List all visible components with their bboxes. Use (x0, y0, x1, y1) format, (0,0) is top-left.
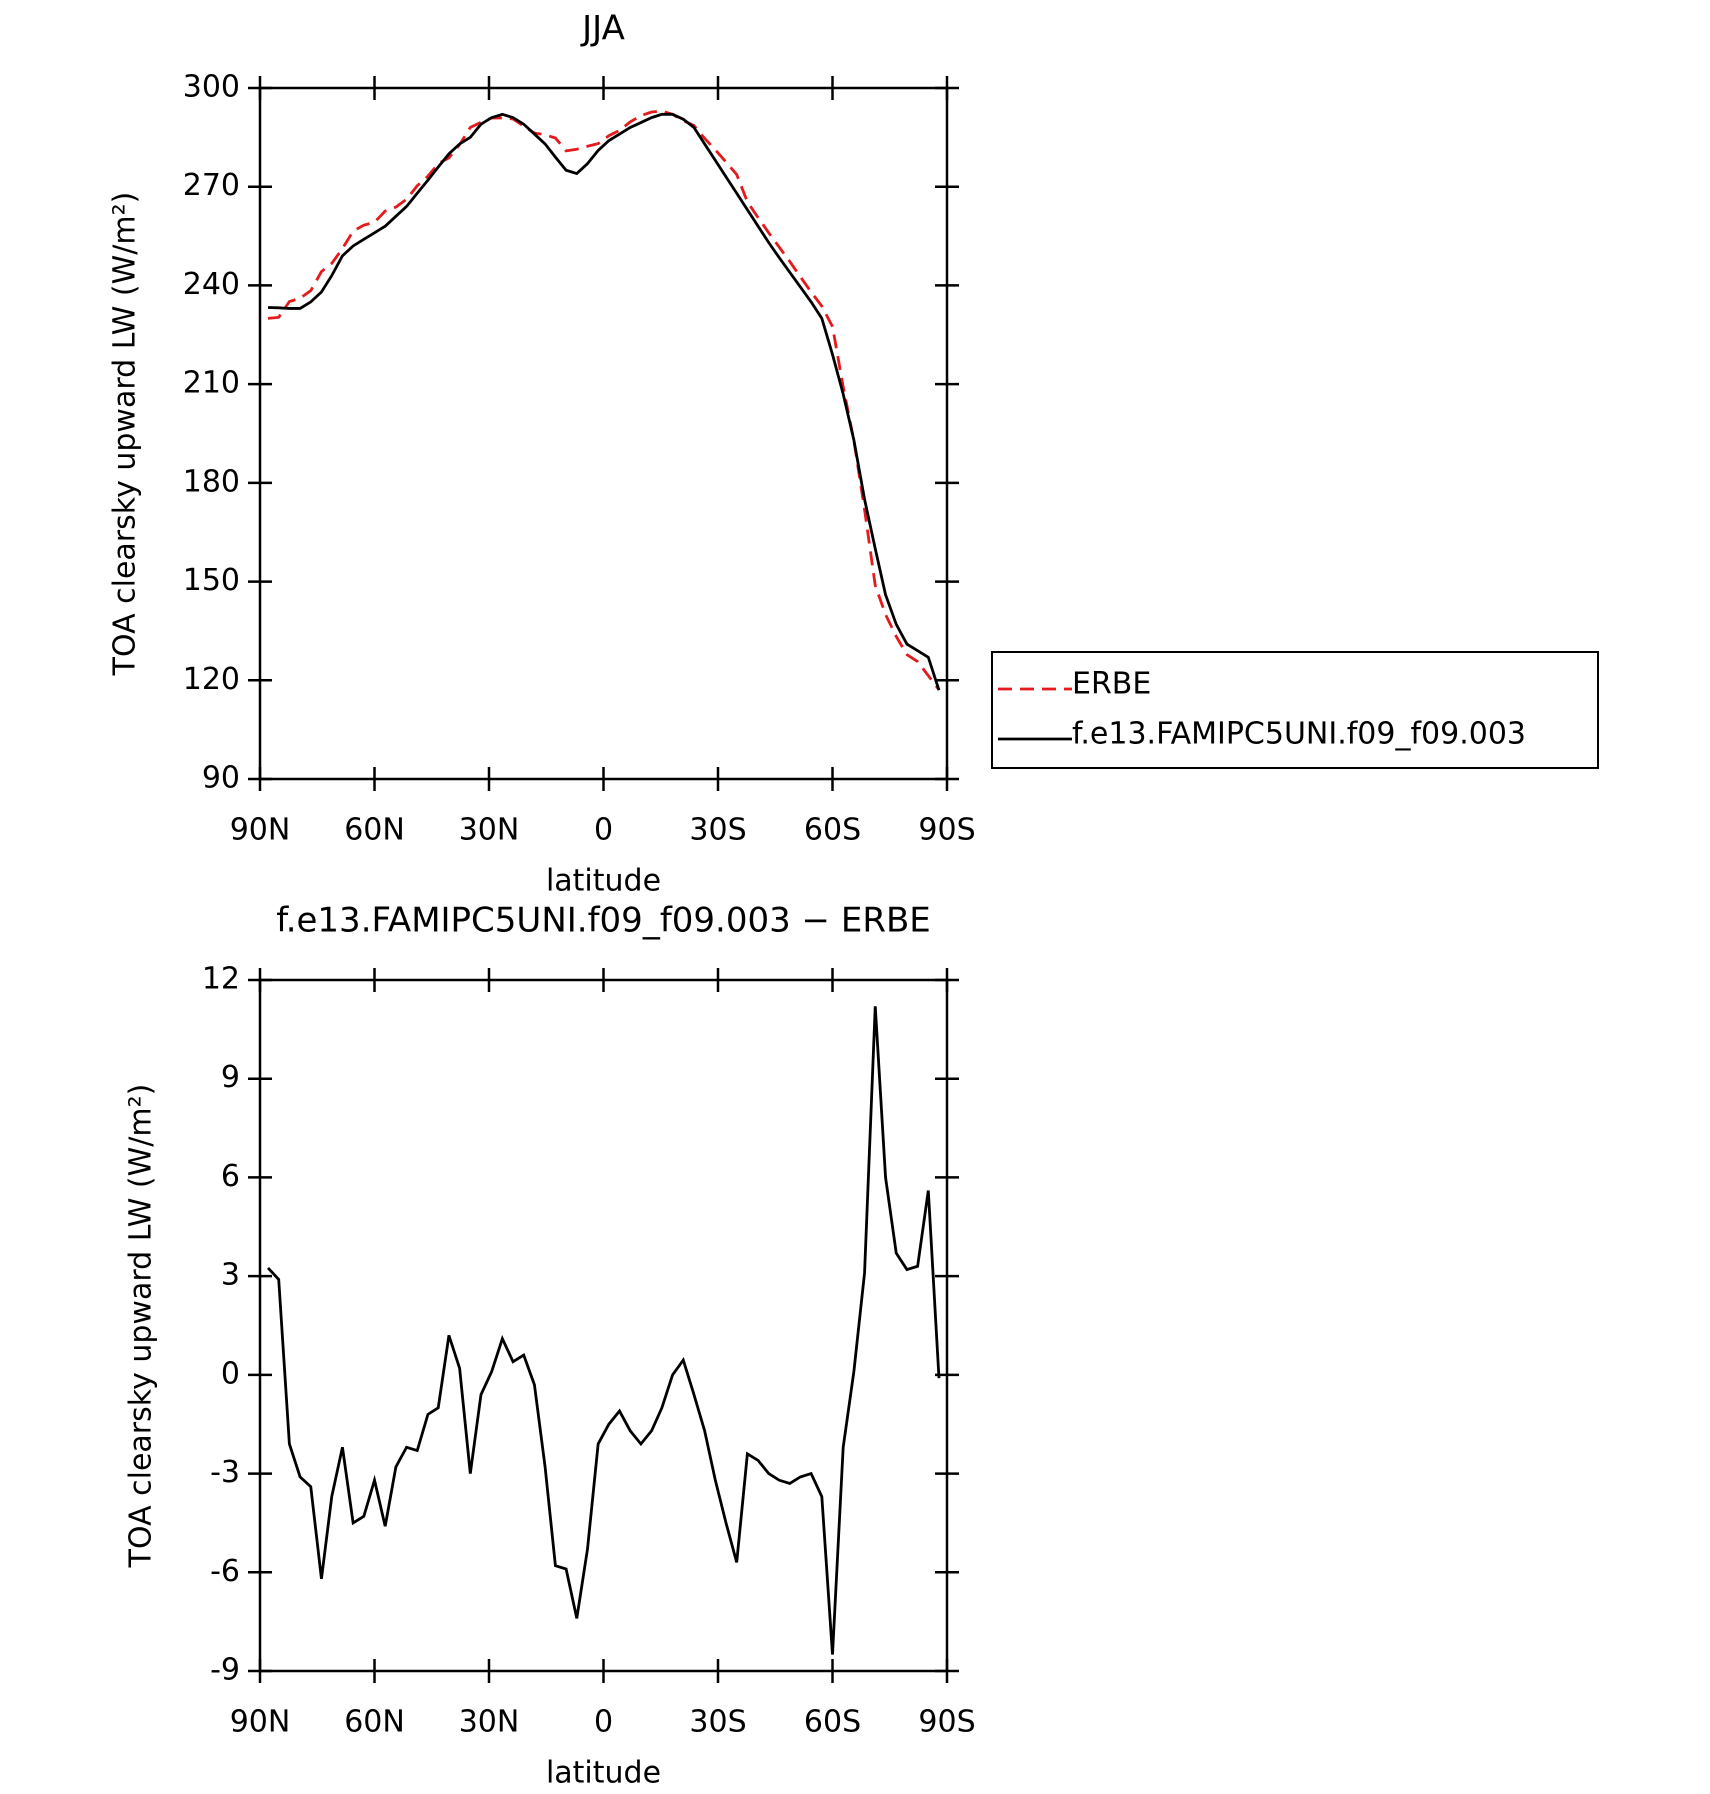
x-tick-label: 60N (344, 1705, 405, 1740)
legend-box (991, 651, 1599, 769)
y-tick-label: 180 (183, 464, 240, 499)
x-tick-label: 90N (230, 1705, 291, 1740)
y-tick-label: 3 (221, 1258, 240, 1293)
y-tick-label: 90 (202, 761, 240, 796)
chart-title: JJA (580, 9, 625, 49)
x-tick-label: 90S (918, 813, 975, 848)
x-tick-label: 60S (804, 813, 861, 848)
y-tick-label: 270 (183, 168, 240, 203)
y-tick-label: 0 (221, 1356, 240, 1391)
x-tick-label: 30S (689, 1705, 746, 1740)
x-axis-label: latitude (546, 1756, 661, 1791)
x-tick-label: 60N (344, 813, 405, 848)
x-tick-label: 30N (459, 813, 520, 848)
y-tick-label: 120 (183, 662, 240, 697)
y-tick-label: 9 (221, 1060, 240, 1095)
data-line (266, 1006, 941, 1655)
data-line (267, 109, 941, 691)
x-tick-label: 30S (689, 813, 746, 848)
plot-frame (258, 86, 949, 781)
y-tick-label: -9 (210, 1653, 240, 1688)
x-tick-label: 60S (804, 1705, 861, 1740)
legend-label: f.e13.FAMIPC5UNI.f09_f09.003 (1072, 717, 1526, 752)
y-tick-label: 6 (221, 1159, 240, 1194)
data-line (267, 112, 941, 691)
legend-label: ERBE (1072, 667, 1151, 702)
y-axis-label: TOA clearsky upward LW (W/m²) (108, 192, 143, 677)
y-axis-label: TOA clearsky upward LW (W/m²) (124, 1084, 159, 1569)
y-tick-label: -6 (210, 1554, 240, 1589)
x-tick-label: 0 (594, 813, 613, 848)
y-tick-label: 240 (183, 267, 240, 302)
x-tick-label: 30N (459, 1705, 520, 1740)
x-axis-label: latitude (546, 864, 661, 899)
y-tick-label: 12 (202, 962, 240, 997)
y-tick-label: 300 (183, 70, 240, 105)
x-tick-label: 90S (918, 1705, 975, 1740)
plot-frame (258, 978, 949, 1673)
x-tick-label: 90N (230, 813, 291, 848)
y-tick-label: -3 (210, 1455, 240, 1490)
chart-title: f.e13.FAMIPC5UNI.f09_f09.003 − ERBE (276, 901, 931, 941)
y-tick-label: 210 (183, 366, 240, 401)
y-tick-label: 150 (183, 563, 240, 598)
x-tick-label: 0 (594, 1705, 613, 1740)
